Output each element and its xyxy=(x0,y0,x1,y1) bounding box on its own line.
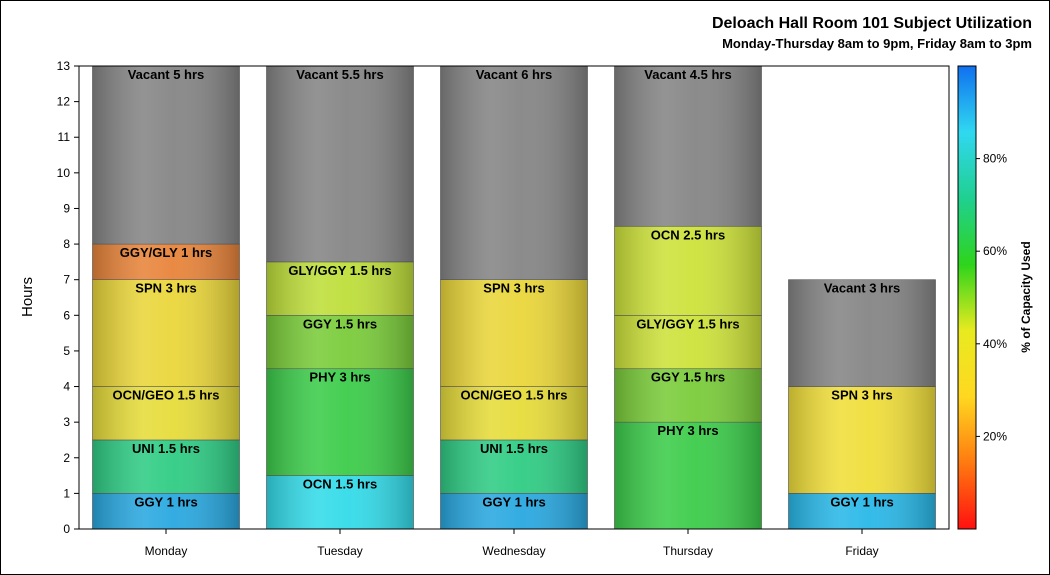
x-tick-label: Tuesday xyxy=(317,544,363,558)
bar-segment-shading xyxy=(440,279,588,387)
segment-label: GGY 1 hrs xyxy=(134,494,197,509)
segment-label: GGY 1 hrs xyxy=(482,494,545,509)
bar-segment-shading xyxy=(614,226,762,316)
chart-title: Deloach Hall Room 101 Subject Utilizatio… xyxy=(712,15,1032,32)
bar-segment-shading xyxy=(92,493,240,529)
bar-segment-shading xyxy=(440,439,588,494)
bar-wednesday: GGY 1 hrs UNI 1.5 hrs OCN/GEO 1.5 hrs SPN 3… xyxy=(440,65,588,530)
y-tick-label: 3 xyxy=(63,415,70,429)
y-tick-label: 10 xyxy=(57,166,71,180)
segment-label: GGY 1.5 hrs xyxy=(651,370,725,385)
bar-segment-shading xyxy=(266,261,414,316)
bar-segment-shading xyxy=(614,315,762,369)
chart-subtitle: Monday-Thursday 8am to 9pm, Friday 8am t… xyxy=(722,36,1032,51)
y-tick-label: 8 xyxy=(63,237,70,251)
bar-segment-shading xyxy=(788,386,936,494)
bar-segment-shading xyxy=(92,439,240,494)
y-tick-label: 13 xyxy=(57,59,71,73)
colorbar-scale xyxy=(957,65,977,530)
bar-thursday: PHY 3 hrs GGY 1.5 hrs GLY/GGY 1.5 hrs OCN 2… xyxy=(614,65,762,530)
segment-label: GGY 1.5 hrs xyxy=(303,316,377,331)
bar-segment-shading xyxy=(266,475,414,529)
segment-label: GGY/GLY 1 hrs xyxy=(120,245,213,260)
y-tick-label: 12 xyxy=(57,95,71,109)
segment-label: Vacant 5.5 hrs xyxy=(296,67,383,82)
y-tick-label: 0 xyxy=(63,522,70,536)
bar-friday: GGY 1 hrs SPN 3 hrs Vacant 3 hrs xyxy=(788,279,936,530)
plot-area xyxy=(78,65,950,530)
x-tick-label: Thursday xyxy=(663,544,713,558)
x-axis: Monday Tuesday Wednesday Thursday Friday xyxy=(145,529,879,558)
y-tick-label: 4 xyxy=(63,380,70,394)
bar-segment-shading xyxy=(440,493,588,529)
segment-label: OCN/GEO 1.5 hrs xyxy=(461,388,568,403)
bar-segment-shading xyxy=(788,493,936,529)
segment-label: SPN 3 hrs xyxy=(831,388,892,403)
segment-label: UNI 1.5 hrs xyxy=(132,441,200,456)
colorbar-tick-label: 40% xyxy=(983,337,1007,351)
colorbar-tick-label: 80% xyxy=(983,152,1007,166)
segment-label: OCN 2.5 hrs xyxy=(651,227,725,242)
x-tick-label: Monday xyxy=(145,544,188,558)
bars-group: GGY 1 hrs UNI 1.5 hrs OCN/GEO 1.5 hrs SPN 3… xyxy=(92,65,936,530)
segment-label: SPN 3 hrs xyxy=(483,281,544,296)
bar-monday: GGY 1 hrs UNI 1.5 hrs OCN/GEO 1.5 hrs SPN 3… xyxy=(92,65,240,530)
colorbar-label: % of Capacity Used xyxy=(1019,241,1033,352)
colorbar: 20% 40% 60% 80% xyxy=(957,65,1007,530)
segment-label: Vacant 5 hrs xyxy=(128,67,205,82)
segment-label: PHY 3 hrs xyxy=(657,423,718,438)
segment-label: GLY/GGY 1.5 hrs xyxy=(636,316,739,331)
bar-segment-shading xyxy=(614,66,762,227)
segment-label: OCN 1.5 hrs xyxy=(303,477,377,492)
x-tick-label: Wednesday xyxy=(482,544,545,558)
y-tick-label: 6 xyxy=(63,308,70,322)
segment-label: GLY/GGY 1.5 hrs xyxy=(288,263,391,278)
segment-label: Vacant 3 hrs xyxy=(824,281,901,296)
segment-label: SPN 3 hrs xyxy=(135,281,196,296)
segment-label: Vacant 6 hrs xyxy=(476,67,553,82)
segment-label: GGY 1 hrs xyxy=(830,494,893,509)
segment-label: PHY 3 hrs xyxy=(309,370,370,385)
bar-segment-shading xyxy=(788,279,936,387)
bar-segment-shading xyxy=(614,368,762,423)
segment-label: UNI 1.5 hrs xyxy=(480,441,548,456)
colorbar-tick-label: 60% xyxy=(983,244,1007,258)
bar-tuesday: OCN 1.5 hrs PHY 3 hrs GGY 1.5 hrs GLY/GGY 1… xyxy=(266,65,414,530)
bar-segment-shading xyxy=(92,244,240,280)
y-tick-label: 2 xyxy=(63,451,70,465)
x-tick-label: Friday xyxy=(845,544,878,558)
bar-segment-shading xyxy=(92,279,240,387)
y-tick-label: 9 xyxy=(63,201,70,215)
bar-segment-shading xyxy=(440,386,588,440)
bar-segment-shading xyxy=(92,66,240,245)
bar-segment-shading xyxy=(266,315,414,369)
segment-label: Vacant 4.5 hrs xyxy=(644,67,731,82)
segment-label: OCN/GEO 1.5 hrs xyxy=(113,388,220,403)
bar-segment-shading xyxy=(440,66,588,280)
bar-segment-shading xyxy=(92,386,240,440)
bar-segment-shading xyxy=(266,66,414,262)
y-tick-label: 5 xyxy=(63,344,70,358)
y-axis-label: Hours xyxy=(19,277,36,317)
y-tick-label: 7 xyxy=(63,273,70,287)
y-tick-label: 1 xyxy=(63,486,70,500)
bar-segment-shading xyxy=(614,422,762,529)
bar-segment-shading xyxy=(266,368,414,476)
y-tick-label: 11 xyxy=(58,130,71,144)
colorbar-tick-label: 20% xyxy=(983,429,1007,443)
